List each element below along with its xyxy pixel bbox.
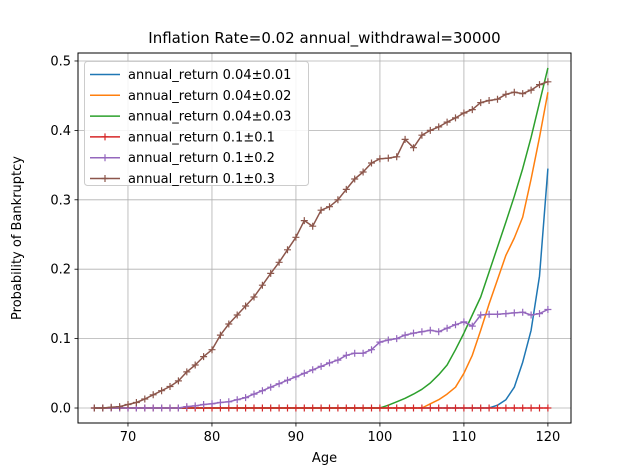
x-tick-label: 80 — [204, 430, 221, 445]
series-markers-5 — [90, 78, 552, 412]
series-0 — [94, 168, 549, 409]
series-line-0 — [94, 168, 549, 409]
y-tick-label: 0.5 — [50, 54, 71, 69]
legend-label: annual_return 0.04±0.02 — [128, 89, 291, 104]
x-tick-label: 90 — [288, 430, 305, 445]
legend-entry: annual_return 0.1±0.1 — [90, 130, 275, 145]
legend-marker-sample — [101, 133, 109, 141]
tick-labels: 70 80 90 100 110 120 0.0 0.1 0.2 0.3 0.4 0.5 — [50, 54, 560, 445]
axes-frame — [77, 52, 572, 424]
legend-entry: annual_return 0.04±0.03 — [90, 110, 291, 125]
series-5 — [90, 78, 552, 412]
x-axis-label: Age — [312, 451, 337, 466]
legend-marker-sample — [101, 154, 109, 162]
legend-marker-sample — [101, 175, 109, 182]
legend-label: annual_return 0.1±0.2 — [128, 151, 275, 166]
legend-entry: annual_return 0.04±0.02 — [90, 89, 291, 104]
legend-label: annual_return 0.1±0.3 — [128, 172, 275, 187]
y-axis-label: Probability of Bankruptcy — [10, 156, 25, 320]
legend-label: annual_return 0.04±0.01 — [128, 68, 291, 83]
legend-entry: annual_return 0.1±0.3 — [90, 172, 275, 187]
legend-entry: annual_return 0.04±0.01 — [90, 68, 291, 83]
y-tick-label: 0.4 — [50, 124, 71, 139]
legend-label: annual_return 0.04±0.03 — [128, 110, 291, 125]
legend-box — [84, 61, 309, 186]
series-layer — [90, 67, 552, 412]
y-tick-label: 0.3 — [50, 193, 71, 208]
series-4 — [90, 306, 552, 412]
legend: annual_return 0.04±0.01 annual_return 0.0… — [84, 61, 309, 187]
tick-marks — [74, 60, 549, 427]
series-markers-4 — [90, 306, 552, 412]
y-tick-label: 0.2 — [50, 263, 71, 278]
chart-title: Inflation Rate=0.02 annual_withdrawal=30… — [148, 29, 500, 48]
series-line-4 — [94, 308, 549, 409]
x-tick-label: 110 — [452, 430, 477, 445]
x-tick-label: 120 — [535, 430, 560, 445]
legend-entry: annual_return 0.1±0.2 — [90, 151, 275, 166]
legend-label: annual_return 0.1±0.1 — [128, 130, 275, 145]
y-tick-label: 0.1 — [50, 332, 71, 347]
x-tick-label: 70 — [120, 430, 137, 445]
y-tick-label: 0.0 — [50, 402, 71, 417]
x-tick-label: 100 — [368, 430, 393, 445]
